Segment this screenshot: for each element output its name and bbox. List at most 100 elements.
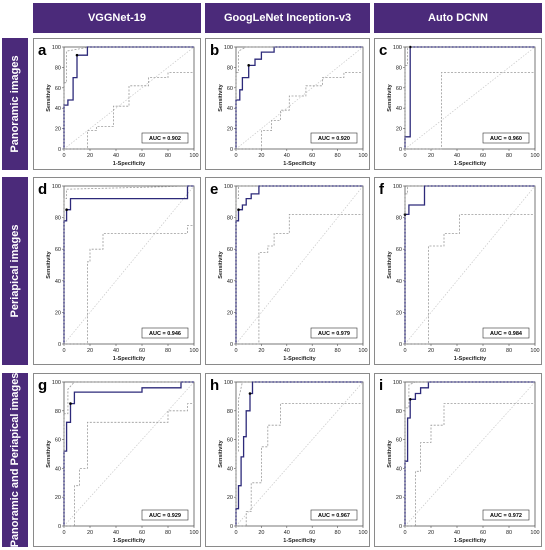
roc-panel-g: g 0 20 40 60 80 100 0 20 40 60 80 100 1-Specificity Se… xyxy=(33,373,201,547)
cutoff-point xyxy=(69,402,72,405)
reference-diagonal xyxy=(63,46,195,150)
roc-panel-f: f 0 20 40 60 80 100 0 20 40 60 80 100 1-Specificity Se… xyxy=(374,177,542,365)
y-tick-label: 100 xyxy=(224,380,233,386)
confidence-bound-lower xyxy=(405,214,535,345)
panel-label: i xyxy=(379,377,383,394)
confidence-bound-upper xyxy=(404,185,535,344)
auc-box xyxy=(482,327,530,339)
x-tick-label: 0 xyxy=(403,530,406,536)
reference-diagonal xyxy=(63,185,195,345)
confidence-bound-upper xyxy=(235,46,363,149)
y-tick-label: 20 xyxy=(55,127,61,133)
x-tick-label: 40 xyxy=(113,348,119,354)
auc-label: AUC = 0.920 xyxy=(318,136,350,142)
y-tick-label: 0 xyxy=(58,147,61,153)
panel-label: f xyxy=(379,181,385,198)
y-tick-label: 20 xyxy=(227,495,233,501)
confidence-bound-upper xyxy=(235,185,363,344)
x-tick-label: 80 xyxy=(506,530,512,536)
row-header-combined: Panoramic and Periapical images xyxy=(2,373,28,547)
x-tick-label: 20 xyxy=(428,348,434,354)
y-tick-label: 100 xyxy=(52,380,61,386)
y-tick-label: 40 xyxy=(396,106,402,112)
y-axis-label: Sensitivity xyxy=(387,250,393,278)
y-tick-label: 100 xyxy=(224,184,233,190)
auc-box xyxy=(482,509,530,521)
y-tick-label: 60 xyxy=(227,438,233,444)
x-tick-label: 80 xyxy=(335,530,341,536)
x-axis-label: 1-Specificity xyxy=(113,356,146,362)
confidence-bound-upper xyxy=(235,381,363,526)
row-header-periapical: Periapical images xyxy=(2,177,28,365)
x-axis-label: 1-Specificity xyxy=(454,538,487,544)
auc-label: AUC = 0.960 xyxy=(490,136,522,142)
x-tick-label: 80 xyxy=(165,530,171,536)
y-axis-label: Sensitivity xyxy=(387,83,393,111)
x-tick-label: 0 xyxy=(234,348,237,354)
x-tick-label: 60 xyxy=(309,348,315,354)
column-header-label: VGGNet-19 xyxy=(87,12,147,24)
x-axis-label: 1-Specificity xyxy=(113,161,146,167)
reference-diagonal xyxy=(235,185,364,345)
roc-chart-b: b 0 20 40 60 80 100 0 20 40 60 80 100 1-Specificity Se… xyxy=(210,42,368,167)
roc-panel-b: b 0 20 40 60 80 100 0 20 40 60 80 100 1-Specificity Se… xyxy=(205,38,370,170)
y-tick-label: 60 xyxy=(227,247,233,253)
cutoff-point xyxy=(408,397,412,401)
roc-curve xyxy=(235,185,363,344)
x-tick-label: 100 xyxy=(530,348,539,354)
row-header-label: Panoramic and Periapical images xyxy=(9,372,21,548)
roc-panel-c: c 0 20 40 60 80 100 0 20 40 60 80 100 1-Specificity Se… xyxy=(374,38,542,170)
roc-panel-i: i 0 20 40 60 80 100 0 20 40 60 80 100 1-Specificity Se… xyxy=(374,373,542,547)
cutoff-point xyxy=(248,392,252,395)
reference-diagonal xyxy=(404,46,536,150)
x-tick-label: 20 xyxy=(258,530,264,536)
panel-label: a xyxy=(38,42,47,59)
cutoff-point xyxy=(75,53,79,57)
y-tick-label: 40 xyxy=(227,106,233,112)
panel-label: d xyxy=(38,181,47,198)
y-tick-label: 80 xyxy=(396,216,402,222)
confidence-bound-upper xyxy=(63,185,195,344)
row-header-panoramic: Panoramic images xyxy=(2,38,28,170)
auc-box xyxy=(141,509,189,521)
row-header-label: Panoramic images xyxy=(9,55,21,153)
reference-diagonal xyxy=(235,46,364,150)
x-tick-label: 80 xyxy=(165,153,171,159)
x-tick-label: 80 xyxy=(506,153,512,159)
roc-curve xyxy=(63,185,194,344)
y-tick-label: 0 xyxy=(230,147,233,153)
confidence-bound-lower xyxy=(64,72,194,150)
y-tick-label: 40 xyxy=(396,466,402,472)
y-tick-label: 60 xyxy=(396,247,402,253)
y-axis-label: Sensitivity xyxy=(46,439,52,467)
y-axis-label: Sensitivity xyxy=(218,83,224,111)
panel-label: g xyxy=(38,377,47,394)
x-tick-label: 100 xyxy=(358,153,367,159)
roc-curve xyxy=(63,46,194,149)
y-tick-label: 60 xyxy=(55,438,61,444)
y-tick-label: 0 xyxy=(58,342,61,348)
x-tick-label: 40 xyxy=(113,153,119,159)
roc-chart-c: c 0 20 40 60 80 100 0 20 40 60 80 100 1-Specificity Se… xyxy=(379,42,540,167)
x-tick-label: 80 xyxy=(506,348,512,354)
x-tick-label: 80 xyxy=(165,348,171,354)
y-tick-label: 80 xyxy=(55,409,61,415)
auc-label: AUC = 0.979 xyxy=(318,331,350,337)
reference-diagonal xyxy=(235,381,364,527)
column-header-vggnet: VGGNet-19 xyxy=(33,3,201,33)
x-axis-label: 1-Specificity xyxy=(454,161,487,167)
y-tick-label: 60 xyxy=(396,438,402,444)
confidence-bound-upper xyxy=(63,46,194,149)
y-tick-label: 80 xyxy=(227,65,233,71)
auc-box xyxy=(141,327,189,339)
roc-panel-e: e 0 20 40 60 80 100 0 20 40 60 80 100 1-Specificity Se… xyxy=(205,177,370,365)
x-tick-label: 100 xyxy=(358,530,367,536)
column-header-googlenet: GoogLeNet Inception-v3 xyxy=(205,3,370,33)
confidence-bound-lower xyxy=(236,403,363,527)
x-tick-label: 40 xyxy=(113,530,119,536)
y-tick-label: 60 xyxy=(227,86,233,92)
x-tick-label: 40 xyxy=(284,348,290,354)
x-tick-label: 60 xyxy=(139,153,145,159)
x-tick-label: 40 xyxy=(284,153,290,159)
confidence-bound-lower xyxy=(405,72,535,150)
